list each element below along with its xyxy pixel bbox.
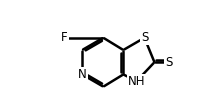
Text: NH: NH [128, 75, 145, 88]
Text: S: S [165, 56, 172, 69]
Text: N: N [78, 68, 87, 81]
Text: F: F [61, 31, 68, 44]
Text: S: S [141, 31, 148, 44]
